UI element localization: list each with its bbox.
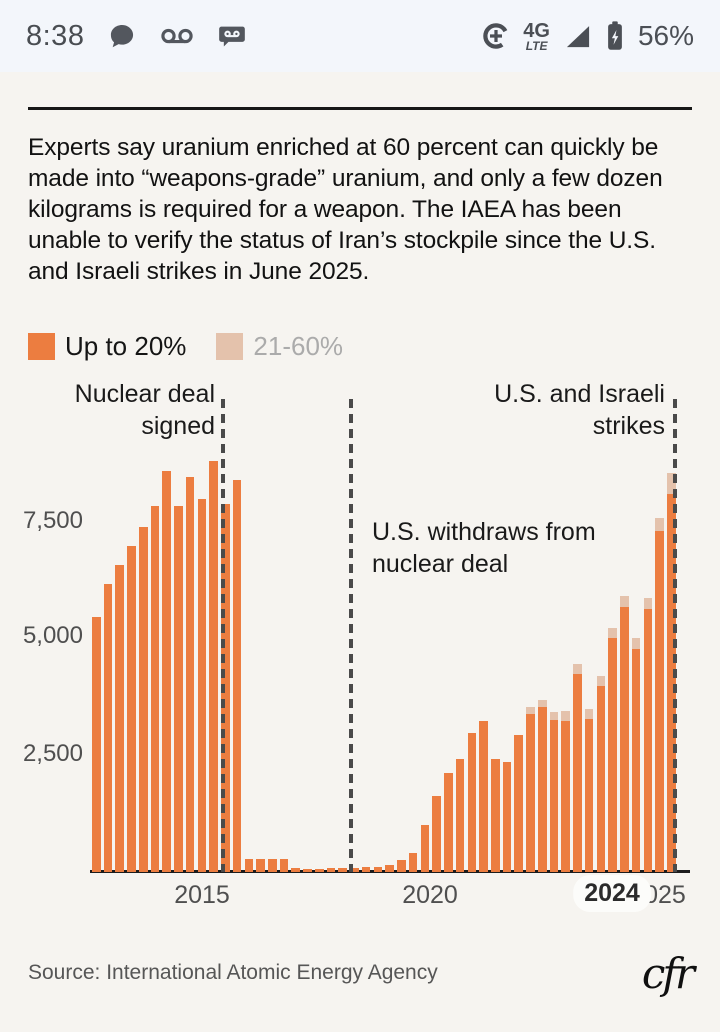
voicemail-message-icon [218, 22, 246, 50]
stacked-bar [115, 565, 125, 872]
y-axis-tick: 5,000 [22, 622, 83, 649]
stacked-bar [584, 709, 594, 872]
annotation-us-israeli-strikes: U.S. and Israeli strikes [494, 380, 665, 440]
event-line-nuclear-deal [221, 399, 225, 872]
stacked-bar [620, 595, 629, 872]
stacked-bar [444, 772, 453, 872]
intro-paragraph: Experts say uranium enriched at 60 perce… [28, 134, 663, 285]
stacked-bar [174, 506, 183, 872]
stacked-bar [197, 499, 207, 872]
stacked-bar [303, 868, 312, 872]
stacked-bar [502, 762, 512, 872]
stacked-bar [631, 637, 641, 872]
stacked-bar [138, 527, 148, 872]
stacked-bar [573, 664, 582, 872]
stacked-bar [549, 712, 559, 872]
x-axis-tick: 2020 [402, 881, 458, 909]
stacked-bar [420, 824, 430, 872]
stacked-bar [314, 868, 324, 872]
battery-charging-icon [604, 19, 626, 53]
bars [92, 442, 676, 872]
stacked-bar [350, 867, 359, 872]
event-line-strikes [673, 399, 677, 872]
y-axis-tick: 7,500 [22, 507, 83, 534]
stacked-bar [455, 758, 465, 872]
stacked-bar [397, 860, 406, 872]
legend-item-21-60: 21-60% [216, 331, 343, 362]
stacked-bar [326, 868, 336, 872]
battery-percentage: 56% [637, 20, 694, 51]
stacked-bar [479, 720, 488, 872]
stacked-bar [150, 506, 160, 872]
chart-footer: Source: International Atomic Energy Agen… [28, 938, 695, 1008]
stacked-bar [209, 461, 218, 872]
stacked-bar [103, 584, 113, 872]
chat-bubble-icon [108, 22, 136, 50]
signal-strength-icon [564, 22, 592, 50]
source-attribution: Source: International Atomic Energy Agen… [28, 961, 438, 984]
stacked-bar [490, 758, 500, 872]
data-saver-icon [481, 21, 511, 51]
y-axis-tick: 2,500 [22, 740, 83, 767]
stacked-bar [408, 853, 418, 872]
legend-swatch-pink [216, 333, 244, 360]
stacked-bar [373, 866, 383, 872]
stacked-bar [561, 711, 570, 872]
stacked-bar [256, 858, 265, 872]
stacked-bar [221, 503, 230, 872]
stacked-bar [338, 867, 348, 872]
stacked-bar [596, 675, 606, 872]
stacked-bar [608, 627, 617, 872]
stacked-bar [185, 476, 195, 872]
clock: 8:38 [26, 19, 85, 52]
uranium-stockpile-chart: Nuclear deal signed U.S. withdraws from … [0, 376, 720, 921]
stacked-bar [127, 546, 136, 872]
stacked-bar [92, 617, 101, 872]
chart-legend: Up to 20% 21-60% [28, 331, 692, 362]
stacked-bar [514, 735, 524, 872]
divider [28, 107, 692, 110]
stacked-bar [537, 700, 547, 872]
stacked-bar [232, 480, 242, 872]
stacked-bar [291, 868, 301, 872]
legend-swatch-orange [28, 333, 55, 360]
status-bar: 8:38 [0, 0, 720, 72]
x-axis-tick: 2015 [174, 881, 230, 909]
stacked-bar [268, 858, 277, 872]
legend-item-up-to-20: Up to 20% [28, 331, 186, 362]
stacked-bar [244, 858, 254, 872]
stacked-bar [432, 796, 441, 872]
cfr-logo: cfr [641, 948, 695, 998]
x-axis-tick-2024-highlight: 2024 [573, 875, 651, 912]
stacked-bar [467, 732, 477, 872]
stacked-bar [666, 472, 676, 872]
annotation-nuclear-deal-signed: Nuclear deal signed [74, 380, 215, 440]
stacked-bar [526, 707, 535, 872]
annotation-us-withdraws: U.S. withdraws from nuclear deal [372, 518, 596, 578]
legend-label: 21-60% [253, 331, 344, 361]
stacked-bar [655, 517, 664, 872]
voicemail-icon [160, 23, 194, 49]
stacked-bar [162, 470, 171, 872]
legend-label: Up to 20% [65, 331, 187, 361]
stacked-bar [643, 597, 653, 872]
stacked-bar [385, 865, 394, 872]
network-type-indicator: 4G LTE [523, 19, 550, 53]
event-line-us-withdrawal [349, 399, 353, 872]
stacked-bar [361, 867, 371, 872]
stacked-bar [279, 858, 289, 872]
